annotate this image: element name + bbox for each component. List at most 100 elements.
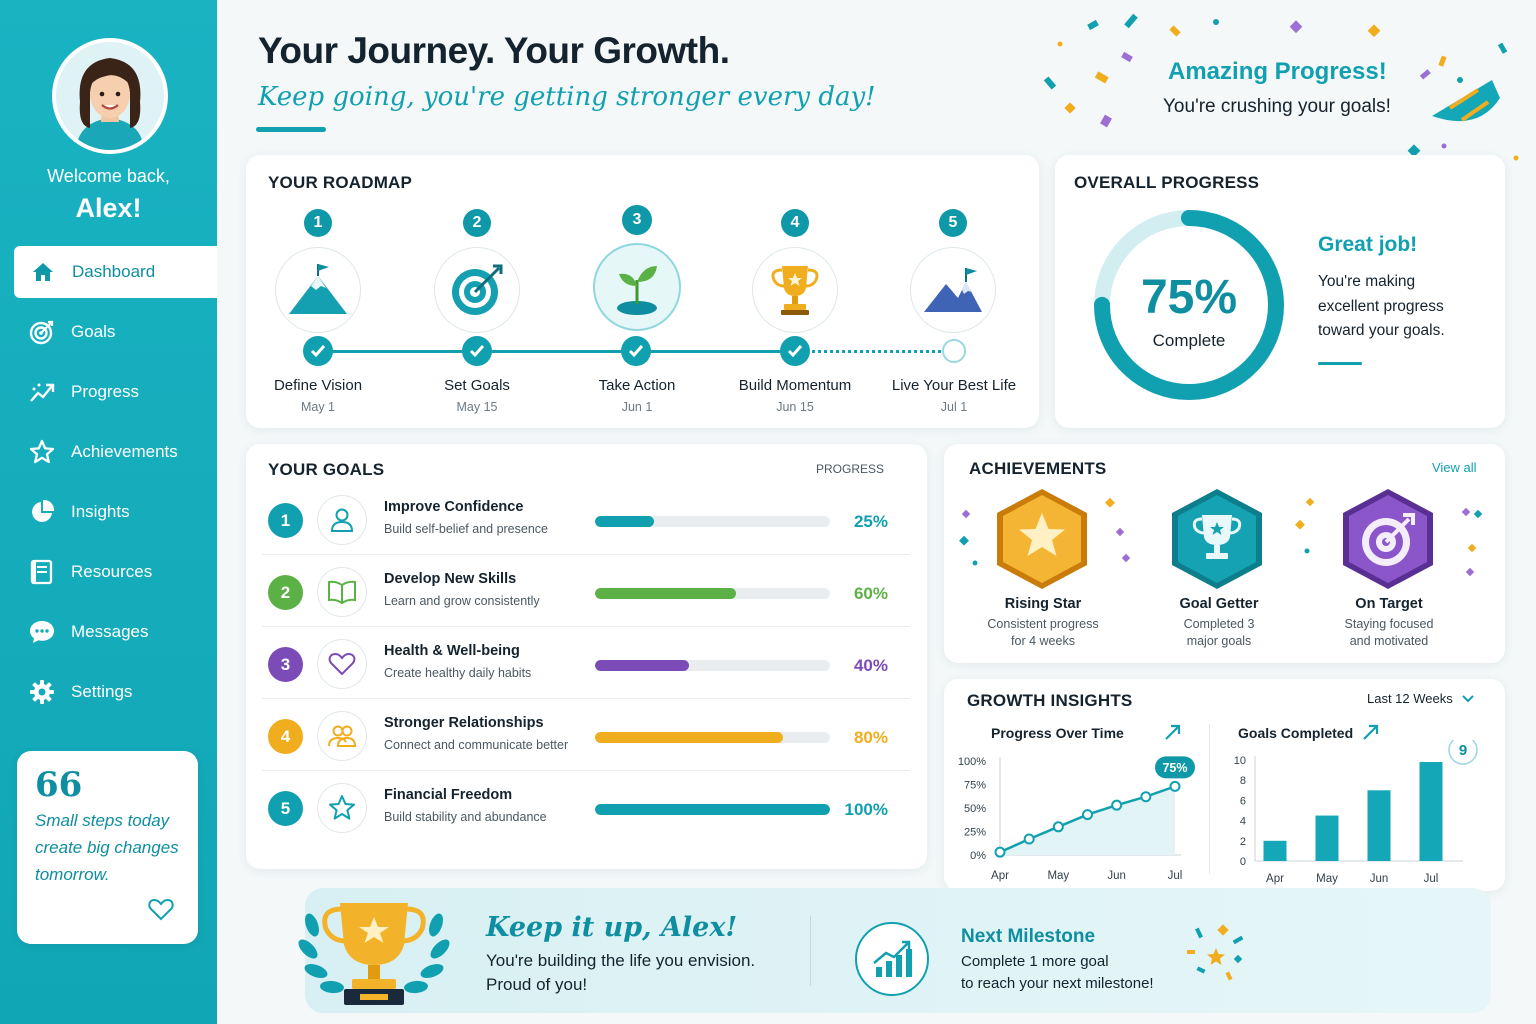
star-badge-icon[interactable]: [993, 487, 1091, 596]
check-icon: [780, 336, 810, 366]
next-milestone-line-2: to reach your next milestone!: [961, 975, 1154, 992]
goal-description: Learn and grow consistently: [384, 594, 540, 608]
sprout-icon: [617, 266, 657, 315]
trophy-laurel-icon: [298, 895, 450, 1020]
goal-row[interactable]: 3 Health & Well-being Create healthy dai…: [262, 627, 910, 699]
x-tick-label: May: [1047, 870, 1069, 882]
goal-number: 1: [268, 503, 303, 538]
y-tick-label: 2: [1240, 836, 1246, 848]
great-job-heading: Great job!: [1318, 233, 1418, 256]
sidebar-item-settings[interactable]: Settings: [0, 666, 217, 718]
goal-row[interactable]: 1 Improve Confidence Build self-belief a…: [262, 483, 910, 555]
sidebar-item-dashboard[interactable]: Dashboard: [14, 246, 217, 298]
star-outline-icon: [317, 783, 367, 833]
line-chart: 100% 75% 50% 25% 0% Apr May Jun Jul 75%: [958, 756, 1195, 882]
bar: [1263, 840, 1287, 861]
sidebar-item-achievements[interactable]: Achievements: [0, 426, 217, 478]
goal-number: 2: [268, 575, 303, 610]
goal-title: Improve Confidence: [384, 499, 524, 515]
heart-icon[interactable]: [148, 897, 174, 926]
line-callout-label: 75%: [1162, 761, 1187, 775]
sidebar-item-messages[interactable]: Messages: [0, 606, 217, 658]
goal-percent: 60%: [853, 584, 888, 603]
overall-label: Complete: [1152, 331, 1226, 350]
goal-progress-fill: [595, 588, 736, 599]
sidebar-item-label: Resources: [71, 562, 153, 581]
roadmap-step-label: Take Action: [598, 377, 676, 394]
bar-callout-label: 9: [1459, 742, 1467, 759]
people-icon: [317, 711, 367, 761]
bar: [1367, 790, 1391, 861]
roadmap-step-define-vision[interactable]: [275, 247, 361, 333]
confetti-icon: [1043, 13, 1519, 213]
roadmap-step-date: Jun 15: [776, 400, 814, 414]
sidebar-item-label: Progress: [71, 382, 140, 401]
goal-description: Build self-belief and presence: [384, 522, 548, 536]
trophy-badge-icon[interactable]: [1168, 487, 1266, 596]
target-badge-icon[interactable]: [1339, 487, 1437, 596]
line-point: [1082, 809, 1093, 821]
x-tick-label: Jun: [1370, 873, 1389, 885]
check-icon: [621, 336, 651, 366]
check-icon: [303, 336, 333, 366]
line-area: [1000, 786, 1175, 855]
sidebar-item-label: Settings: [71, 682, 133, 701]
goal-progress-fill: [595, 516, 654, 527]
range-select-value: Last 12 Weeks: [1367, 691, 1453, 706]
sidebar-item-insights[interactable]: Insights: [0, 486, 217, 538]
sidebar-item-goals[interactable]: Goals: [0, 306, 217, 358]
roadmap-step-build-momentum[interactable]: [752, 247, 838, 333]
banner-line-2: Proud of you!: [486, 975, 588, 994]
goal-progress-bar: [595, 804, 830, 815]
overall-accent-bar: [1318, 362, 1362, 365]
roadmap-step-label: Set Goals: [444, 377, 510, 394]
quote-text: Small steps today create big changes tom…: [35, 811, 179, 884]
banner-line-1: You're building the life you envision.: [486, 951, 756, 970]
roadmap-step-number: 1: [304, 209, 332, 237]
avatar[interactable]: [52, 38, 168, 154]
y-tick-label: 10: [1234, 755, 1246, 767]
roadmap-step-number: 4: [781, 209, 809, 237]
range-select[interactable]: Last 12 Weeks: [1367, 691, 1475, 706]
roadmap-step-set-goals[interactable]: [434, 247, 520, 333]
next-milestone-line-1: Complete 1 more goal: [961, 953, 1109, 970]
bar-chart: 10 8 6 4 2 0 Apr May Jun Jul 9: [1234, 740, 1478, 885]
banner-heading: Keep it up, Alex!: [486, 912, 738, 943]
home-icon: [29, 258, 57, 286]
goal-number: 3: [268, 647, 303, 682]
achievements-title: ACHIEVEMENTS: [969, 459, 1107, 478]
roadmap-step-date: Jul 1: [940, 400, 968, 414]
roadmap-step-label: Live Your Best Life: [891, 377, 1017, 394]
goal-row[interactable]: 2 Develop New Skills Learn and grow cons…: [262, 555, 910, 627]
line-callout: [1155, 756, 1195, 779]
goal-row[interactable]: 4 Stronger Relationships Connect and com…: [262, 699, 910, 771]
banner-divider: [810, 916, 811, 986]
pie-icon: [28, 498, 56, 526]
line-point: [1052, 821, 1064, 833]
celebration-subtitle: You're crushing your goals!: [1163, 96, 1391, 117]
quote-card: 66 Small steps today create big changes …: [17, 751, 198, 944]
roadmap-step-live-your-best-life[interactable]: [910, 247, 996, 333]
y-tick-label: 0: [1240, 856, 1246, 868]
sidebar-item-progress[interactable]: Progress: [0, 366, 217, 418]
badge-sparkles-icon: [959, 497, 1483, 577]
roadmap-step-take-action[interactable]: [593, 243, 681, 331]
sidebar-item-resources[interactable]: Resources: [0, 546, 217, 598]
overall-percent: 75%: [1140, 271, 1238, 324]
celebration-title: Amazing Progress!: [1168, 58, 1387, 85]
goals-title: YOUR GOALS: [268, 460, 385, 479]
sidebar-item-label: Messages: [71, 622, 149, 641]
chat-icon: [28, 618, 56, 646]
goal-description: Create healthy daily habits: [384, 666, 532, 680]
goal-percent: 25%: [853, 512, 888, 531]
goal-row[interactable]: 5 Financial Freedom Build stability and …: [262, 771, 910, 843]
book-open-icon: [317, 567, 367, 617]
goal-description: Build stability and abundance: [384, 810, 547, 824]
overall-progress-title: OVERALL PROGRESS: [1074, 173, 1260, 192]
x-tick-label: May: [1316, 873, 1338, 885]
goal-progress-bar: [595, 660, 830, 671]
goal-title: Develop New Skills: [384, 571, 517, 587]
view-all-link[interactable]: View all: [1432, 460, 1477, 475]
title-underline: [256, 127, 326, 132]
growth-chart-icon[interactable]: [855, 922, 929, 996]
